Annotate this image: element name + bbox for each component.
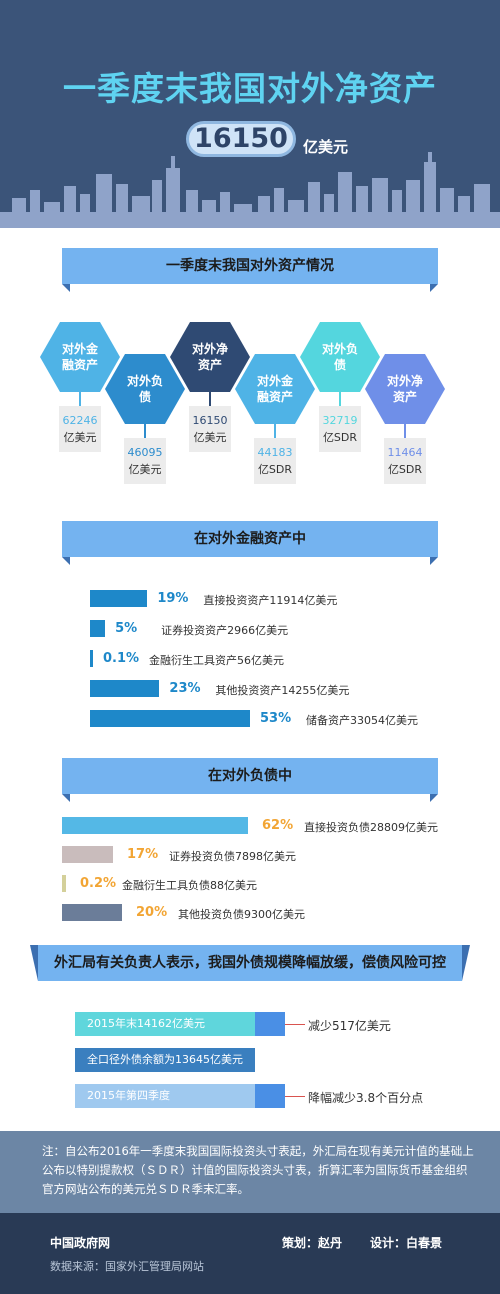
- debt-bar-q4: 2015年第四季度: [75, 1084, 255, 1108]
- debt-note: 降幅减少3.8个百分点: [308, 1091, 424, 1105]
- liability-bar: [62, 846, 113, 863]
- hexagon-stem: [79, 392, 81, 406]
- debt-note-line: [285, 1096, 305, 1097]
- debt-bar-label: 全口径外债余额为13645亿美元: [87, 1053, 243, 1066]
- quote-banner: 外汇局有关负责人表示，我国外债规模降幅放缓，偿债风险可控: [30, 945, 470, 981]
- liability-bar: [62, 875, 66, 892]
- data-source: 数据来源：国家外汇管理局网站: [50, 1260, 204, 1273]
- net-assets-unit: 亿美元: [303, 138, 349, 156]
- asset-bar: [90, 590, 148, 607]
- hexagon-label: 对外负债: [126, 374, 163, 404]
- hexagon: 对外净资产: [365, 354, 445, 424]
- section1-banner: 一季度末我国对外资产情况: [62, 248, 438, 292]
- section2-banner: 在对外金融资产中: [62, 521, 438, 565]
- section2-title: 在对外金融资产中: [194, 531, 306, 547]
- hexagon: 对外负债: [300, 322, 380, 392]
- hexagon-value-box: 32719 亿SDR: [319, 406, 361, 452]
- hexagon-value: 46095: [127, 446, 163, 459]
- asset-label: 储备资产33054亿美元: [306, 714, 418, 727]
- section3-title: 在对外负债中: [208, 768, 292, 784]
- hexagon-unit: 亿美元: [128, 463, 162, 476]
- debt-bar-total: 全口径外债余额为13645亿美元: [75, 1048, 255, 1072]
- debt-note: 减少517亿美元: [308, 1019, 391, 1033]
- hexagon-label: 对外金融资产: [256, 374, 293, 404]
- hexagon-value: 16150: [192, 414, 228, 427]
- hexagon-value: 62246: [62, 414, 98, 427]
- debt-bar-decrease: [255, 1012, 285, 1036]
- liability-percent: 20%: [136, 905, 168, 920]
- city-skyline-icon: [0, 152, 500, 228]
- quote-text: 外汇局有关负责人表示，我国外债规模降幅放缓，偿债风险可控: [54, 955, 446, 971]
- hexagon-stem: [404, 424, 406, 438]
- hexagon-value: 44183: [257, 446, 293, 459]
- asset-percent: 5%: [115, 621, 138, 636]
- header: 一季度末我国对外净资产 16150 亿美元: [0, 0, 500, 228]
- liability-label: 其他投资负债9300亿美元: [178, 908, 305, 921]
- hexagon: 对外净资产: [170, 322, 250, 392]
- footer: 中国政府网 数据来源：国家外汇管理局网站 策划：赵丹 设计：白春景: [0, 1213, 500, 1294]
- hexagon-unit: 亿SDR: [257, 463, 293, 476]
- liability-label: 证券投资负债7898亿美元: [169, 850, 296, 863]
- hexagon-stem: [339, 392, 341, 406]
- hexagon-value: 11464: [387, 446, 423, 459]
- designer: 设计：白春景: [370, 1236, 443, 1250]
- section1-title: 一季度末我国对外资产情况: [166, 258, 334, 274]
- debt-bar-rate-drop: [255, 1084, 285, 1108]
- hexagon-label: 对外负债: [321, 342, 358, 372]
- hexagon-value-box: 46095 亿美元: [124, 438, 166, 484]
- hexagon-unit: 亿美元: [193, 431, 227, 444]
- hexagon-unit: 亿SDR: [322, 431, 358, 444]
- hexagon-stem: [144, 424, 146, 438]
- hexagon-label: 对外净资产: [386, 374, 423, 404]
- hexagon-value-box: 62246 亿美元: [59, 406, 101, 452]
- hexagon: 对外金融资产: [235, 354, 315, 424]
- liability-percent: 0.2%: [80, 876, 117, 891]
- debt-bar-label: 2015年第四季度: [87, 1089, 170, 1102]
- liability-label: 直接投资负债28809亿美元: [304, 821, 438, 834]
- asset-percent: 19%: [157, 591, 189, 606]
- hexagon-value-box: 16150 亿美元: [189, 406, 231, 452]
- liability-bar: [62, 817, 248, 834]
- asset-percent: 0.1%: [103, 651, 140, 666]
- asset-bar: [90, 620, 106, 637]
- liability-bar: [62, 904, 122, 921]
- page-title: 一季度末我国对外净资产: [63, 69, 437, 108]
- liability-label: 金融衍生工具负债88亿美元: [122, 879, 257, 892]
- site-name: 中国政府网: [50, 1236, 111, 1250]
- hexagon-unit: 亿SDR: [387, 463, 423, 476]
- footnote: 注：自公布2016年一季度末我国国际投资头寸表起，外汇局在现有美元计值的基础上公…: [0, 1131, 500, 1213]
- liability-percent: 17%: [127, 847, 159, 862]
- hexagon: 对外负债: [105, 354, 185, 424]
- debt-note-line: [285, 1024, 305, 1025]
- hexagon-value: 32719: [322, 414, 358, 427]
- planner: 策划：赵丹: [282, 1236, 343, 1250]
- hexagon-stem: [209, 392, 211, 406]
- hexagon-unit: 亿美元: [63, 431, 97, 444]
- hexagon-label: 对外净资产: [191, 342, 228, 372]
- section3-banner: 在对外负债中: [62, 758, 438, 802]
- asset-bar: [90, 710, 250, 727]
- hexagon-stem: [274, 424, 276, 438]
- hexagon: 对外金融资产: [40, 322, 120, 392]
- asset-percent: 53%: [260, 711, 292, 726]
- asset-bar: [90, 680, 160, 697]
- hexagon-label: 对外金融资产: [61, 342, 98, 372]
- liability-percent: 62%: [262, 818, 294, 833]
- asset-percent: 23%: [169, 681, 201, 696]
- asset-label: 其他投资资产14255亿美元: [215, 684, 350, 697]
- debt-bar-2015-end: 2015年末14162亿美元: [75, 1012, 255, 1036]
- hexagon-value-box: 11464 亿SDR: [384, 438, 426, 484]
- asset-label: 证券投资资产2966亿美元: [161, 624, 289, 637]
- net-assets-value: 16150: [186, 121, 296, 157]
- asset-bar: [90, 650, 93, 667]
- asset-label: 金融衍生工具资产56亿美元: [149, 654, 284, 667]
- debt-bar-label: 2015年末14162亿美元: [87, 1017, 205, 1030]
- asset-label: 直接投资资产11914亿美元: [203, 594, 338, 607]
- hexagon-value-box: 44183 亿SDR: [254, 438, 296, 484]
